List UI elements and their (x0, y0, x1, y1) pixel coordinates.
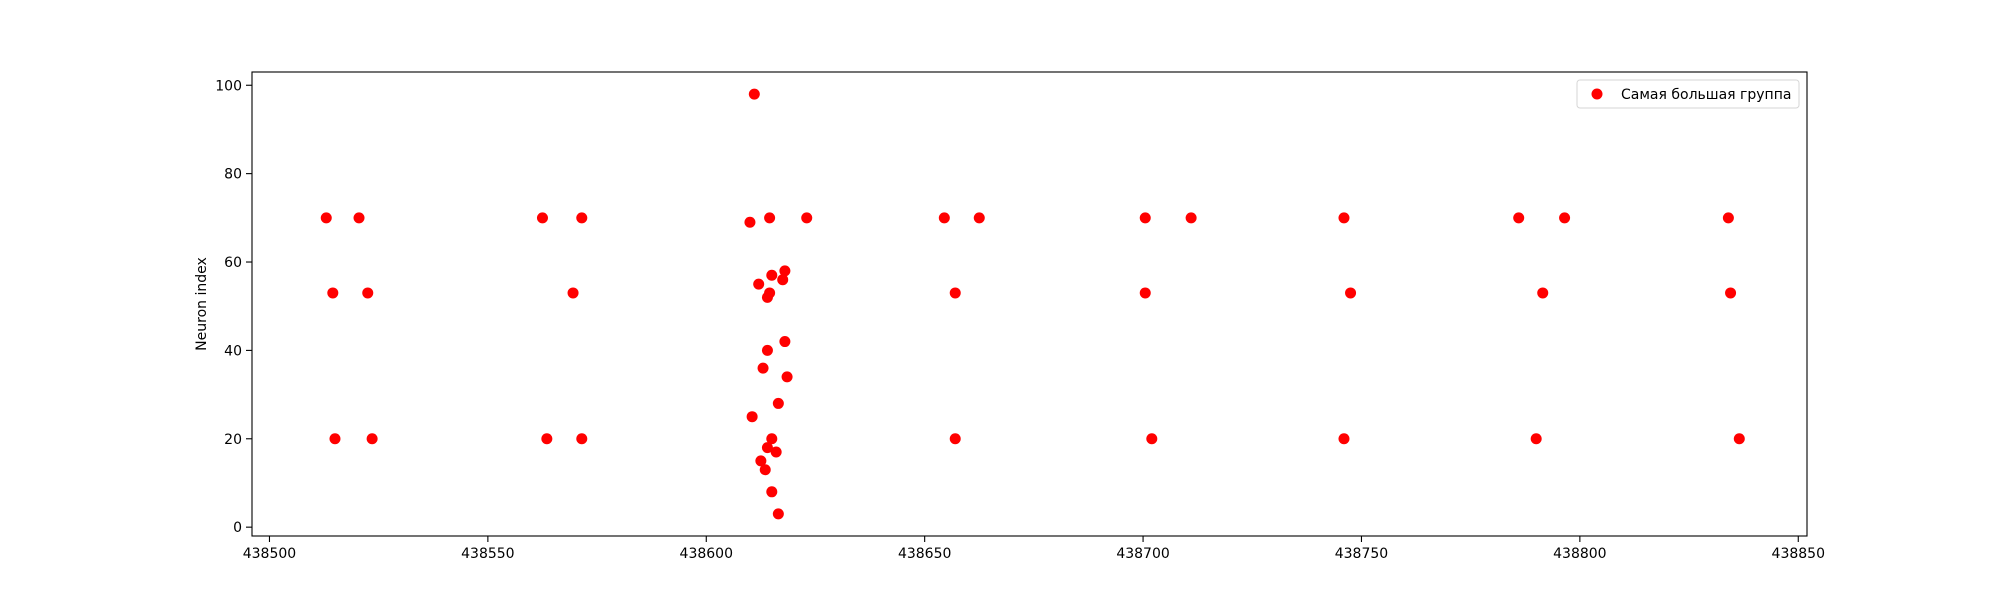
data-point (362, 287, 374, 299)
data-point (766, 433, 778, 445)
data-point (320, 212, 332, 224)
data-point (938, 212, 950, 224)
data-point (779, 265, 791, 277)
data-point (1725, 287, 1737, 299)
y-tick-label: 20 (224, 432, 242, 448)
data-point (770, 446, 782, 458)
data-point (753, 278, 765, 290)
axes: 438500 438550 438600 438650 438700 438750 4388… (215, 71, 1825, 562)
data-point (761, 344, 773, 356)
data-point (1338, 433, 1350, 445)
data-point (757, 362, 769, 374)
data-point (541, 433, 553, 445)
x-tick-label: 438600 (680, 546, 733, 562)
data-point (746, 411, 758, 423)
data-point (764, 212, 776, 224)
data-point (766, 269, 778, 281)
data-point (772, 508, 784, 520)
data-point (576, 212, 588, 224)
data-point (366, 433, 378, 445)
y-axis-label: Neuron index (194, 257, 210, 351)
y-tick-label: 60 (224, 255, 242, 271)
data-point (1722, 212, 1734, 224)
x-tick-label: 438650 (898, 546, 951, 562)
data-point (1513, 212, 1525, 224)
data-point (329, 433, 341, 445)
data-point (761, 291, 773, 303)
data-point (777, 274, 789, 286)
data-point (949, 287, 961, 299)
data-point (766, 486, 778, 498)
y-tick-label: 100 (215, 78, 242, 94)
plot-area (320, 88, 1745, 520)
data-point (1185, 212, 1197, 224)
data-point (1559, 212, 1571, 224)
data-point (949, 433, 961, 445)
data-point (761, 442, 773, 454)
legend-marker (1591, 88, 1603, 100)
data-point (1733, 433, 1745, 445)
data-point (1139, 212, 1151, 224)
data-point (1146, 433, 1158, 445)
data-point (772, 397, 784, 409)
data-point (353, 212, 365, 224)
x-tick-label: 438700 (1116, 546, 1169, 562)
data-point (759, 464, 771, 476)
data-point (567, 287, 579, 299)
data-point (779, 336, 791, 348)
legend: Самая большая группа (1576, 79, 1800, 109)
data-point (748, 88, 760, 100)
data-point (1139, 287, 1151, 299)
data-point (1345, 287, 1357, 299)
legend-label: Самая большая группа (1621, 87, 1791, 103)
x-tick-label: 438750 (1335, 546, 1388, 562)
data-point (755, 455, 767, 467)
y-tick-label: 80 (224, 167, 242, 183)
data-point (1338, 212, 1350, 224)
y-tick-label: 40 (224, 343, 242, 359)
data-point (536, 212, 548, 224)
x-tick-label: 438800 (1553, 546, 1606, 562)
x-tick-label: 438500 (243, 546, 296, 562)
legend-box (1576, 79, 1800, 109)
data-point (576, 433, 588, 445)
data-point (801, 212, 813, 224)
x-tick-label: 438550 (461, 546, 514, 562)
data-point (1530, 433, 1542, 445)
data-point (973, 212, 985, 224)
x-tick-label: 438850 (1772, 546, 1825, 562)
data-point (744, 216, 756, 228)
plot-frame (251, 71, 1808, 537)
data-point (1537, 287, 1549, 299)
data-point (327, 287, 339, 299)
data-point (781, 371, 793, 383)
y-tick-label: 0 (233, 520, 242, 536)
